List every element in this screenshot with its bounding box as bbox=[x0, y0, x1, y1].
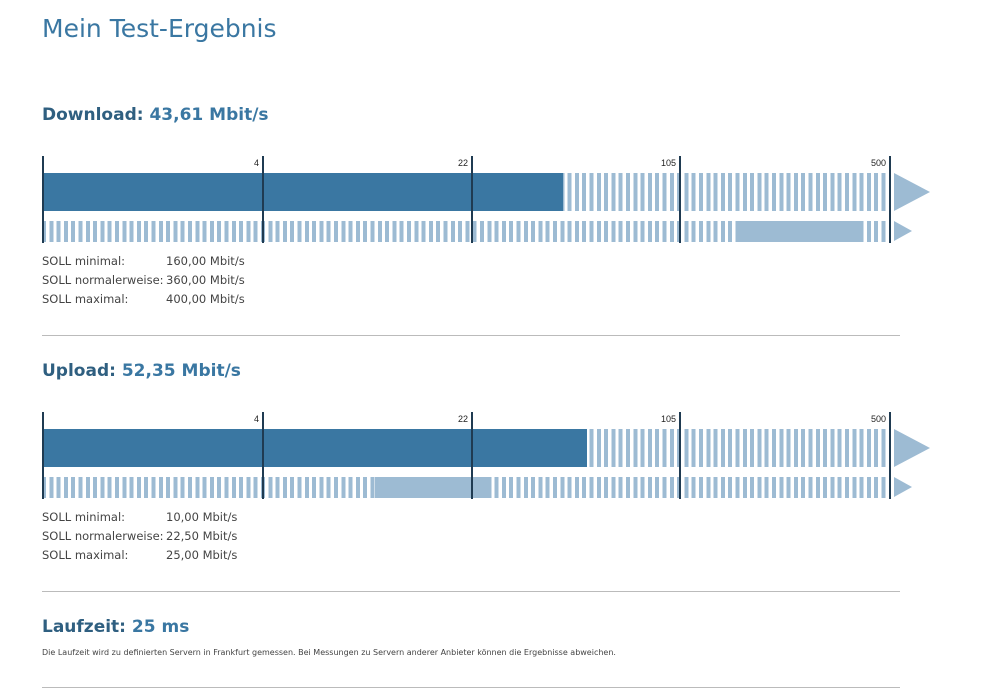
soll-row: SOLL normalerweise: 360,00 Mbit/s bbox=[42, 271, 245, 290]
soll-label: SOLL minimal: bbox=[42, 254, 126, 268]
tick-label: 22 bbox=[457, 158, 468, 168]
scale-tick bbox=[889, 412, 891, 499]
tick-label: 105 bbox=[660, 158, 676, 168]
download-heading: Download: 43,61 Mbit/s bbox=[42, 105, 269, 125]
soll-label: SOLL normalerweise: bbox=[42, 529, 164, 543]
tick-label: 500 bbox=[870, 414, 886, 424]
scale-tick bbox=[471, 156, 473, 243]
soll-row: SOLL maximal: 25,00 Mbit/s bbox=[42, 546, 237, 565]
tick-label: 105 bbox=[660, 414, 676, 424]
arrow-icon bbox=[894, 477, 912, 497]
soll-value: 160,00 Mbit/s bbox=[166, 254, 245, 268]
divider bbox=[42, 335, 900, 336]
upload-scale: 4 22 105 500 bbox=[42, 412, 942, 502]
scale-tick bbox=[679, 156, 681, 243]
soll-row: SOLL maximal: 400,00 Mbit/s bbox=[42, 290, 245, 309]
latency-note: Die Laufzeit wird zu definierten Servern… bbox=[42, 648, 616, 657]
soll-range-fill bbox=[736, 221, 860, 242]
soll-label: SOLL normalerweise: bbox=[42, 273, 164, 287]
upload-value: 52,35 Mbit/s bbox=[121, 361, 241, 381]
scale-tick bbox=[679, 412, 681, 499]
download-soll: SOLL minimal: 160,00 Mbit/s SOLL normalerw… bbox=[42, 252, 245, 309]
divider bbox=[42, 687, 900, 688]
soll-row: SOLL normalerweise: 22,50 Mbit/s bbox=[42, 527, 237, 546]
latency-value: 25 ms bbox=[131, 617, 190, 637]
soll-row: SOLL minimal: 10,00 Mbit/s bbox=[42, 508, 237, 527]
soll-label: SOLL maximal: bbox=[42, 548, 129, 562]
soll-value: 22,50 Mbit/s bbox=[166, 529, 238, 543]
arrow-icon bbox=[894, 173, 930, 211]
soll-label: SOLL maximal: bbox=[42, 292, 129, 306]
upload-label: Upload: bbox=[42, 361, 116, 381]
scale-tick bbox=[42, 412, 44, 499]
tick-label: 500 bbox=[870, 158, 886, 168]
soll-range-fill bbox=[375, 477, 489, 498]
tick-label: 4 bbox=[253, 414, 259, 424]
soll-label: SOLL minimal: bbox=[42, 510, 126, 524]
download-label: Download: bbox=[42, 105, 144, 125]
download-scale: 4 22 105 500 bbox=[42, 156, 942, 246]
scale-tick bbox=[42, 156, 44, 243]
soll-value: 360,00 Mbit/s bbox=[166, 273, 245, 287]
soll-bar bbox=[42, 221, 890, 242]
download-value: 43,61 Mbit/s bbox=[149, 105, 269, 125]
scale-tick bbox=[262, 412, 264, 499]
soll-value: 400,00 Mbit/s bbox=[166, 292, 245, 306]
measured-fill bbox=[42, 429, 588, 467]
measured-fill bbox=[42, 173, 564, 211]
upload-heading: Upload: 52,35 Mbit/s bbox=[42, 361, 241, 381]
soll-value: 25,00 Mbit/s bbox=[166, 548, 238, 562]
arrow-icon bbox=[894, 429, 930, 467]
arrow-icon bbox=[894, 221, 912, 241]
soll-value: 10,00 Mbit/s bbox=[166, 510, 238, 524]
scale-tick bbox=[889, 156, 891, 243]
divider bbox=[42, 591, 900, 592]
page-title: Mein Test-Ergebnis bbox=[42, 14, 277, 43]
tick-label: 4 bbox=[253, 158, 259, 168]
scale-tick bbox=[471, 412, 473, 499]
latency-heading: Laufzeit: 25 ms bbox=[42, 617, 189, 637]
tick-label: 22 bbox=[457, 414, 468, 424]
latency-label: Laufzeit: bbox=[42, 617, 126, 637]
upload-soll: SOLL minimal: 10,00 Mbit/s SOLL normalerwe… bbox=[42, 508, 237, 565]
scale-tick bbox=[262, 156, 264, 243]
soll-row: SOLL minimal: 160,00 Mbit/s bbox=[42, 252, 245, 271]
